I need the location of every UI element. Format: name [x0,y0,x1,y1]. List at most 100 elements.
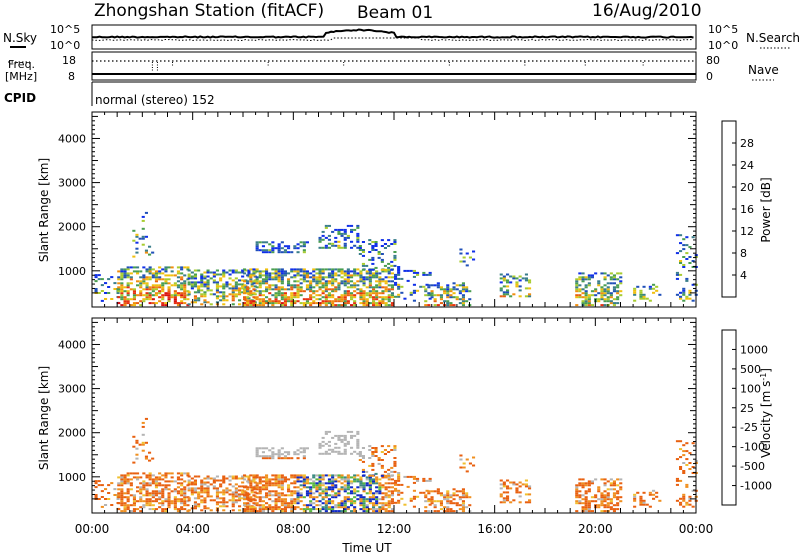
power-cell [594,294,598,297]
power-cell [337,240,341,243]
power-cell [312,270,316,273]
velocity-cell [461,506,465,509]
power-cell [612,278,616,281]
power-cell [390,288,394,291]
velocity-cell [249,508,253,511]
velocity-cell [425,489,429,492]
power-cell [378,282,382,285]
velocity-cell [412,495,416,498]
velocity-cell [161,478,165,481]
power-cell [350,280,354,283]
power-cell [499,277,503,280]
velocity-cell [183,488,187,491]
power-cell [309,290,313,293]
velocity-cell [299,474,303,477]
power-cell [206,301,210,304]
power-cell [590,290,594,293]
velocity-cell [241,485,245,488]
power-cell [358,245,362,247]
velocity-cell [675,440,679,443]
power-cell [252,280,256,283]
power-cell [443,290,447,293]
power-cell [462,256,466,259]
power-cell [167,298,171,301]
velocity-cell [387,445,391,448]
power-cell [302,241,306,244]
velocity-cell [277,478,281,481]
velocity-cell [293,486,297,489]
y-tick-label: 2000 [58,221,86,234]
power-cell [187,275,191,278]
velocity-cell [616,496,620,499]
velocity-cell [274,502,278,505]
power-cell [170,266,174,269]
velocity-cell [375,486,379,489]
velocity-cell [154,478,158,481]
power-cell [173,282,177,285]
velocity-colorbar-label: Velocity [m s-1] [759,368,774,458]
velocity-cell [261,451,265,454]
power-cell [346,300,350,303]
velocity-cell [324,430,328,433]
velocity-cell [176,492,180,495]
velocity-cell [255,502,259,505]
velocity-cell [148,474,152,477]
velocity-cell [302,474,306,477]
velocity-cell [365,470,369,473]
velocity-cell [193,497,197,500]
power-cell [283,302,287,305]
power-cell [356,238,360,241]
velocity-cell [268,498,272,501]
velocity-cell [309,496,313,499]
power-cell [246,292,250,295]
velocity-cell [274,474,278,477]
velocity-cell [600,478,604,481]
power-cell [180,284,184,287]
velocity-cell [609,502,613,505]
velocity-cell [356,438,360,441]
velocity-cell [302,451,306,454]
velocity-cell [465,496,469,499]
power-cell [299,241,303,244]
velocity-cell [424,506,428,509]
power-cell [430,294,434,297]
velocity-cell [200,501,204,504]
power-cell [253,285,257,288]
power-cell [581,280,585,283]
power-cell [688,289,692,292]
power-cell [685,277,689,280]
velocity-cell [173,488,177,491]
velocity-cell [679,501,683,504]
power-cell [148,253,152,256]
velocity-cell [327,494,331,497]
power-cell [258,286,262,289]
velocity-cell [609,500,613,503]
power-cell [197,289,201,292]
velocity-cell [212,481,216,484]
velocity-cell [274,492,278,495]
velocity-cell [129,494,133,497]
velocity-cell [154,486,158,489]
power-cell [206,269,210,272]
velocity-cell [136,500,140,503]
power-cell [164,292,168,295]
velocity-cell [193,483,197,486]
power-cell [378,300,382,303]
velocity-cell [123,492,127,495]
velocity-cell [318,492,322,495]
power-cell [390,272,394,275]
power-cell [255,296,259,299]
power-cell [280,298,284,301]
velocity-cell [197,493,201,496]
velocity-cell [126,500,130,503]
power-cell [362,298,366,301]
velocity-cell [331,450,335,453]
power-cell [261,245,265,248]
power-cell [334,278,338,281]
velocity-cell [581,506,585,509]
velocity-cell [126,472,130,475]
power-cell [293,280,297,283]
velocity-cell [148,484,152,487]
cpid-text: normal (stereo) 152 [95,93,215,107]
